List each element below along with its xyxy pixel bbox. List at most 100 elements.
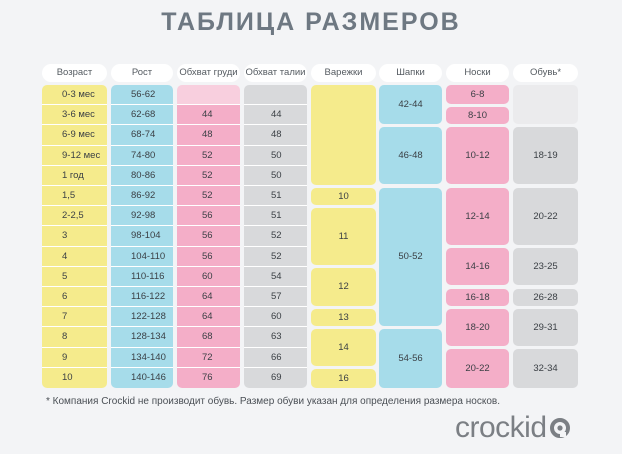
height-cell: 98-104: [111, 226, 173, 247]
height-cell: 92-98: [111, 206, 173, 227]
waist-cell: 50: [244, 165, 307, 186]
socks-cell: 16-18: [446, 288, 509, 306]
waist-cell: 63: [244, 327, 307, 348]
height-cell: 116-122: [111, 287, 173, 308]
height-cell: 68-74: [111, 125, 173, 146]
chest-cell: 76: [177, 367, 240, 388]
waist-cell: 50: [244, 145, 307, 166]
height-cell: 128-134: [111, 327, 173, 348]
age-cell: 3: [42, 226, 107, 247]
header-waist: Обхват талии: [244, 64, 307, 82]
age-cell: 2-2,5: [42, 206, 107, 227]
age-cell: 1 год: [42, 165, 107, 186]
mittens-cell: 11: [311, 207, 376, 266]
hats-cell: 54-56: [379, 328, 442, 388]
height-cell: 80-86: [111, 165, 173, 186]
height-cell: 104-110: [111, 246, 173, 267]
height-cell: 134-140: [111, 347, 173, 368]
chest-cell: 56: [177, 226, 240, 247]
chest-cell: 44: [177, 105, 240, 126]
chest-cell: [177, 85, 240, 106]
logo-text: crockid: [455, 411, 547, 444]
footnote: * Компания Crockid не производит обувь. …: [46, 396, 500, 407]
age-cell: 3-6 мес: [42, 105, 107, 126]
chest-cell: 68: [177, 327, 240, 348]
age-cell: 8: [42, 327, 107, 348]
header-age: Возраст: [42, 64, 107, 82]
socks-cell: 20-22: [446, 349, 509, 388]
chest-cell: 52: [177, 145, 240, 166]
chest-cell: 56: [177, 246, 240, 267]
shoes-cell: 29-31: [513, 308, 578, 347]
chest-cell: 56: [177, 206, 240, 227]
mittens-cell: 10: [311, 187, 376, 205]
waist-cell: 66: [244, 347, 307, 368]
shoes-cell: 20-22: [513, 187, 578, 246]
age-cell: 6-9 мес: [42, 125, 107, 146]
age-cell: 9: [42, 347, 107, 368]
socks-cell: 18-20: [446, 308, 509, 347]
waist-cell: 51: [244, 206, 307, 227]
shoes-cell: 23-25: [513, 248, 578, 286]
chest-cell: 52: [177, 165, 240, 186]
height-cell: 110-116: [111, 266, 173, 287]
chest-cell: 48: [177, 125, 240, 146]
chest-cell: 64: [177, 307, 240, 328]
mittens-cell: 16: [311, 369, 376, 388]
age-cell: 1,5: [42, 186, 107, 207]
hats-cell: 50-52: [379, 187, 442, 326]
crockid-logo: crockid: [455, 413, 571, 443]
height-cell: 74-80: [111, 145, 173, 166]
chest-cell: 60: [177, 266, 240, 287]
socks-cell: 10-12: [446, 126, 509, 185]
age-cell: 4: [42, 246, 107, 267]
hats-cell: 46-48: [379, 126, 442, 185]
height-cell: 62-68: [111, 105, 173, 126]
chest-cell: 72: [177, 347, 240, 368]
height-cell: 86-92: [111, 186, 173, 207]
header-mittens: Варежки: [311, 64, 376, 82]
mittens-cell: 14: [311, 328, 376, 367]
waist-cell: 60: [244, 307, 307, 328]
waist-cell: 52: [244, 226, 307, 247]
age-cell: 5: [42, 266, 107, 287]
shoes-cell: 18-19: [513, 126, 578, 185]
waist-cell: 69: [244, 367, 307, 388]
shoes-cell: 26-28: [513, 288, 578, 306]
mittens-cell: 12: [311, 268, 376, 306]
chest-cell: 64: [177, 287, 240, 308]
crocodile-eye-icon: [549, 418, 570, 438]
waist-cell: 52: [244, 246, 307, 267]
header-chest: Обхват груди: [177, 64, 240, 82]
waist-cell: [244, 85, 307, 106]
mittens-cell: 13: [311, 308, 376, 326]
socks-cell: 6-8: [446, 85, 509, 104]
header-hats: Шапки: [379, 64, 442, 82]
mittens-cell: [311, 85, 376, 185]
waist-cell: 44: [244, 105, 307, 126]
socks-cell: 8-10: [446, 106, 509, 124]
age-cell: 9-12 мес: [42, 145, 107, 166]
chest-cell: 52: [177, 186, 240, 207]
age-cell: 6: [42, 287, 107, 308]
waist-cell: 57: [244, 287, 307, 308]
waist-cell: 48: [244, 125, 307, 146]
socks-cell: 14-16: [446, 248, 509, 286]
hats-cell: 42-44: [379, 85, 442, 124]
header-socks: Носки: [446, 64, 509, 82]
age-cell: 10: [42, 367, 107, 388]
age-cell: 7: [42, 307, 107, 328]
header-shoes: Обувь*: [513, 64, 578, 82]
waist-cell: 54: [244, 266, 307, 287]
height-cell: 56-62: [111, 85, 173, 106]
height-cell: 122-128: [111, 307, 173, 328]
age-cell: 0-3 мес: [42, 85, 107, 106]
shoes-cell: [513, 85, 578, 124]
header-height: Рост: [111, 64, 173, 82]
waist-cell: 51: [244, 186, 307, 207]
socks-cell: 12-14: [446, 187, 509, 246]
page-title: ТАБЛИЦА РАЗМЕРОВ: [161, 8, 461, 36]
height-cell: 140-146: [111, 367, 173, 388]
shoes-cell: 32-34: [513, 349, 578, 388]
